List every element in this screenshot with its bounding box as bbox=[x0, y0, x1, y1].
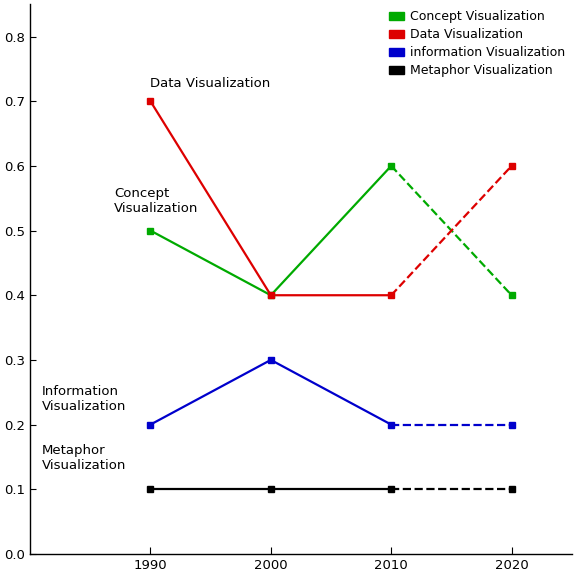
Text: Metaphor
Visualization: Metaphor Visualization bbox=[42, 444, 127, 472]
Legend: Concept Visualization, Data Visualization, information Visualization, Metaphor V: Concept Visualization, Data Visualizatio… bbox=[384, 5, 571, 82]
Text: Information
Visualization: Information Visualization bbox=[42, 385, 127, 413]
Text: Concept
Visualization: Concept Visualization bbox=[114, 187, 199, 215]
Text: Data Visualization: Data Visualization bbox=[150, 77, 271, 89]
